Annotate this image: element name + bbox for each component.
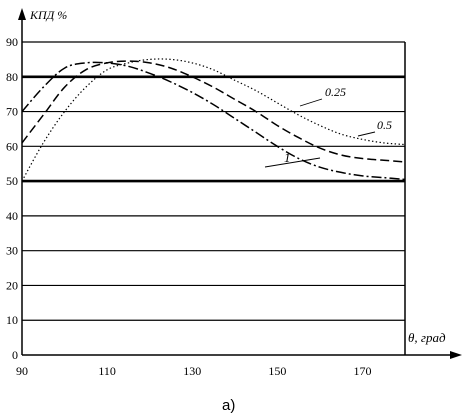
series-label-1: 1	[284, 150, 291, 165]
x-axis-arrow	[450, 351, 462, 359]
x-tick-label: 90	[16, 364, 28, 378]
y-tick-label: 80	[6, 70, 18, 84]
series-line-1	[21, 60, 406, 163]
series-leader-0-25	[299, 98, 323, 107]
y-tick-label: 10	[6, 313, 18, 327]
axes	[18, 8, 462, 359]
y-axis-arrow	[18, 8, 26, 20]
y-tick-label: 60	[6, 139, 18, 153]
y-axis-label: КПД %	[29, 8, 67, 22]
series-leader-0-5	[357, 131, 376, 137]
series-label-0-25: 0.25	[325, 85, 346, 99]
series-line-2	[21, 61, 406, 181]
y-tick-label: 40	[6, 209, 18, 223]
x-tick-label: 150	[268, 364, 286, 378]
gridlines	[22, 41, 405, 321]
y-tick-label: 30	[6, 244, 18, 258]
x-tick-label: 170	[353, 364, 371, 378]
x-tick-label: 130	[183, 364, 201, 378]
y-tick-label: 0	[12, 348, 18, 362]
series-leader-1	[264, 157, 321, 168]
series-line-0	[21, 58, 406, 182]
series-lines	[21, 58, 406, 182]
y-tick-label: 90	[6, 35, 18, 49]
series-labels: 0.25 0.5 1	[264, 85, 392, 168]
y-tick-label: 50	[6, 174, 18, 188]
series-label-0-5: 0.5	[377, 118, 392, 132]
y-tick-label: 20	[6, 278, 18, 292]
x-tick-label: 110	[98, 364, 116, 378]
figure-caption: а)	[222, 397, 235, 414]
y-tick-label: 70	[6, 105, 18, 119]
tick-labels: 0 10 20 30 40 50 60 70 80 90 90 110 130 150 170	[6, 35, 371, 378]
x-axis-label: θ, град	[408, 330, 446, 345]
